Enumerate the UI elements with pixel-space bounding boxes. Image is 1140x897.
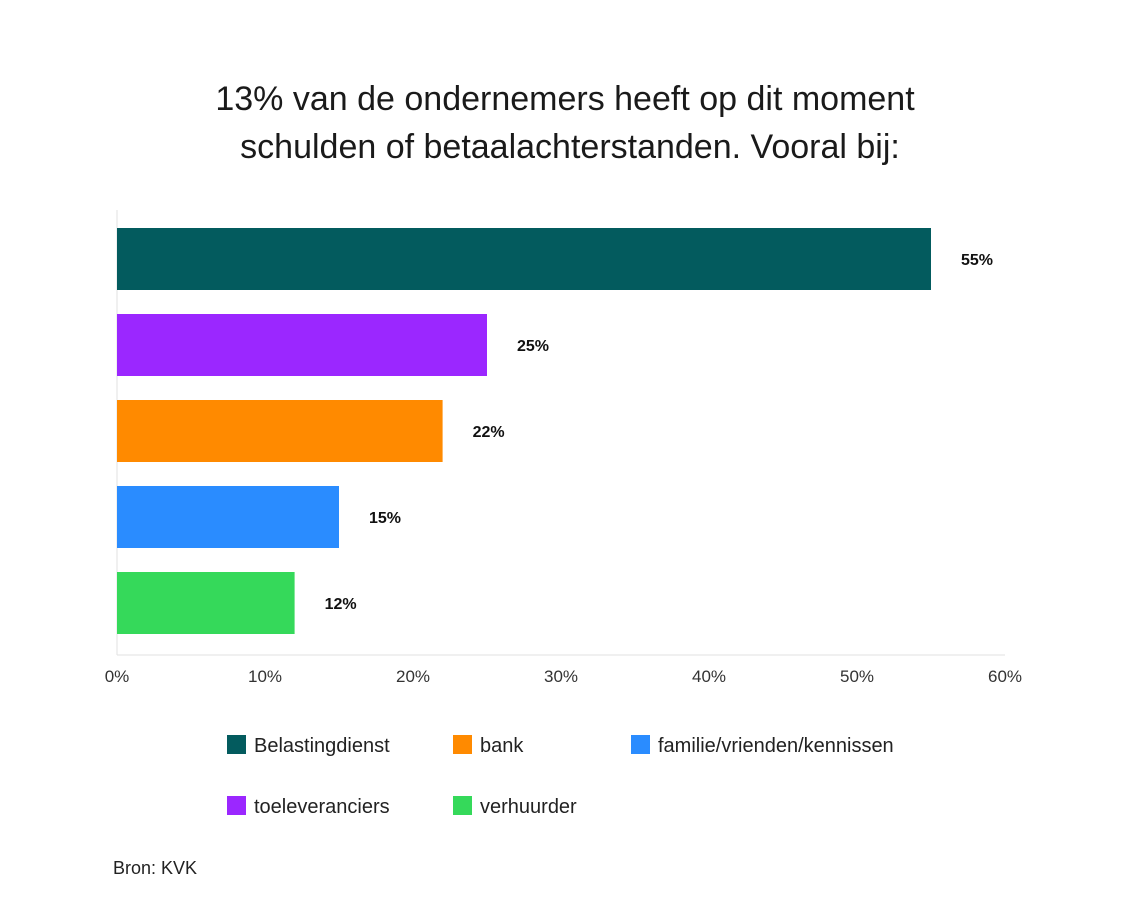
chart-title-line-2: schulden of betaalachterstanden. Vooral … <box>240 128 900 166</box>
bar-verhuurder <box>117 572 295 634</box>
legend-label: familie/vrienden/kennissen <box>658 735 894 757</box>
legend-swatch <box>453 796 472 815</box>
legend-item: bank <box>453 735 524 757</box>
data-label: 12% <box>325 596 357 613</box>
legend-swatch <box>453 735 472 754</box>
x-tick-label: 60% <box>988 667 1022 686</box>
legend-swatch <box>227 735 246 754</box>
x-tick-label: 50% <box>840 667 874 686</box>
bar-familie-vrienden-kennissen <box>117 486 339 548</box>
data-label: 15% <box>369 510 401 527</box>
bar-belastingdienst <box>117 228 931 290</box>
legend-item: verhuurder <box>453 796 577 818</box>
chart-title-line-1: 13% van de ondernemers heeft op dit mome… <box>215 80 915 118</box>
legend-label: bank <box>480 735 524 757</box>
legend-item: toeleveranciers <box>227 796 390 818</box>
source-note: Bron: KVK <box>113 858 197 878</box>
x-tick-label: 30% <box>544 667 578 686</box>
data-label: 55% <box>961 252 993 269</box>
legend-label: toeleveranciers <box>254 796 390 818</box>
bar-toeleveranciers <box>117 314 487 376</box>
legend-item: familie/vrienden/kennissen <box>631 735 894 757</box>
x-tick-label: 10% <box>248 667 282 686</box>
legend-item: Belastingdienst <box>227 735 390 757</box>
x-tick-label: 20% <box>396 667 430 686</box>
data-label: 25% <box>517 338 549 355</box>
legend-swatch <box>631 735 650 754</box>
x-tick-label: 0% <box>105 667 130 686</box>
bar-bank <box>117 400 443 462</box>
x-tick-label: 40% <box>692 667 726 686</box>
data-label: 22% <box>473 424 505 441</box>
legend-swatch <box>227 796 246 815</box>
legend-label: verhuurder <box>480 796 577 818</box>
legend-label: Belastingdienst <box>254 735 390 757</box>
